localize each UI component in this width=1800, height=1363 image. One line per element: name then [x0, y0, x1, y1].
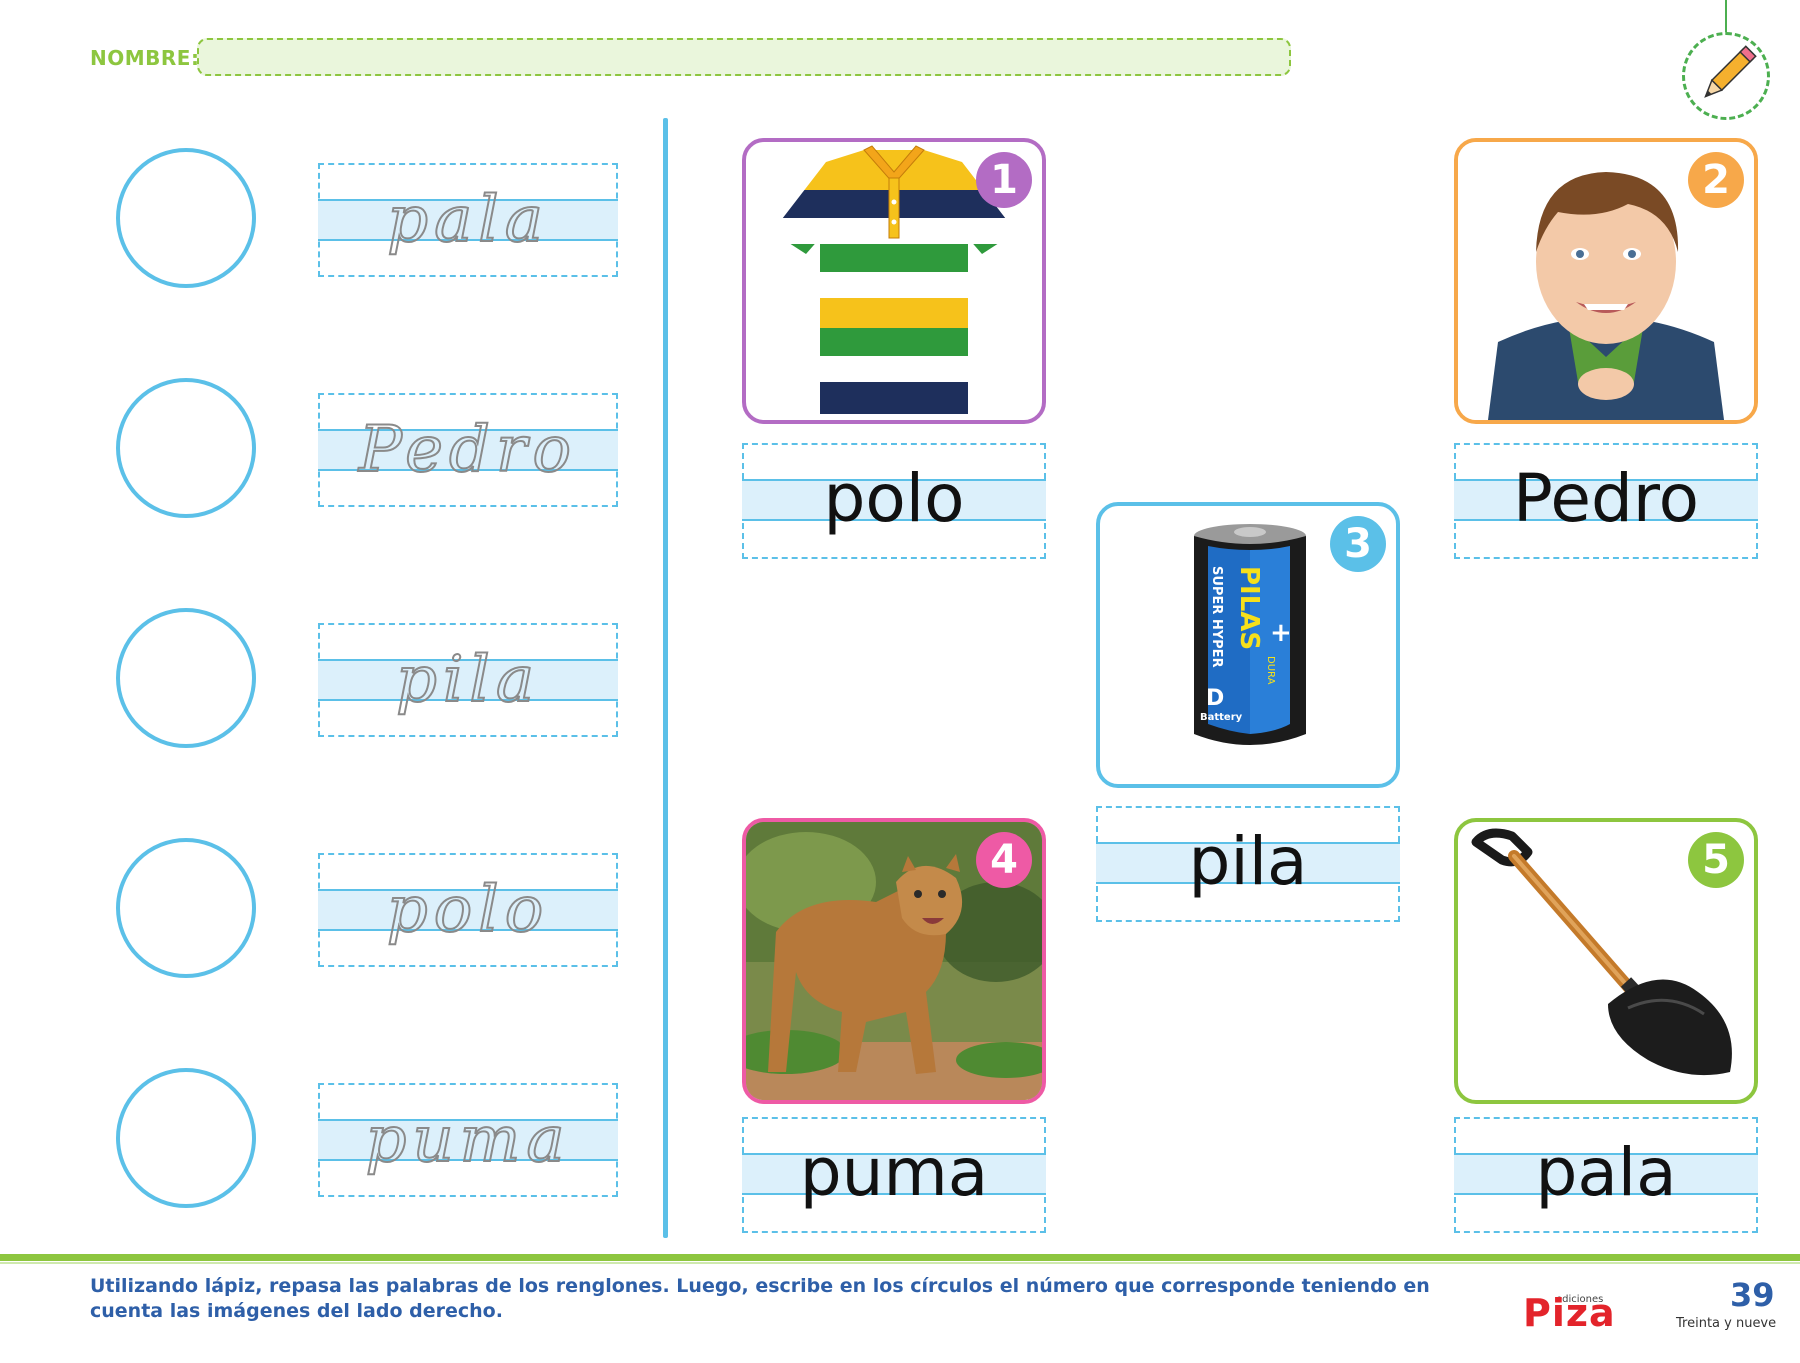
word-guide-band — [1096, 842, 1400, 884]
trace-guide-band — [318, 1119, 618, 1161]
word-line-pila: pila — [1096, 806, 1400, 922]
card-pedro: 2 — [1454, 138, 1758, 424]
trace-line-3[interactable]: pila — [318, 623, 618, 737]
trace-line-5[interactable]: puma — [318, 1083, 618, 1197]
card-pila: PILAS SUPER HYPER + DURA D Battery 3 — [1096, 502, 1400, 788]
name-field[interactable] — [197, 38, 1291, 76]
battery-line: SUPER HYPER — [1209, 566, 1224, 668]
trace-word: polo — [386, 872, 550, 948]
battery-type: Battery — [1200, 712, 1243, 723]
word-guide-band — [742, 479, 1046, 521]
trace-guide-band — [318, 889, 618, 931]
answer-circle-1[interactable] — [116, 148, 256, 288]
card-polo: 1 — [742, 138, 1046, 424]
publisher-logo: Piza — [1523, 1291, 1616, 1335]
trace-word: pila — [395, 642, 541, 718]
word-line-pala: pala — [1454, 1117, 1758, 1233]
trace-line-1[interactable]: pala — [318, 163, 618, 277]
answer-circle-2[interactable] — [116, 378, 256, 518]
battery-plus: + — [1270, 618, 1292, 648]
trace-word: puma — [364, 1102, 571, 1178]
battery-brand: PILAS — [1234, 566, 1264, 651]
answer-circle-5[interactable] — [116, 1068, 256, 1208]
trace-guide-band — [318, 429, 618, 471]
page-number: 39 — [1730, 1276, 1775, 1314]
card-word: pila — [1188, 823, 1308, 900]
shovel-image — [1471, 828, 1732, 1076]
word-line-pedro: Pedro — [1454, 443, 1758, 559]
instructions-text: Utilizando lápiz, repasa las palabras de… — [90, 1275, 1430, 1322]
word-guide-band — [1454, 1153, 1758, 1195]
card-pala: 5 — [1454, 818, 1758, 1104]
footer-rule — [0, 1254, 1800, 1261]
card-number-badge: 1 — [976, 152, 1032, 208]
trace-guide-band — [318, 199, 618, 241]
card-word: pala — [1535, 1134, 1677, 1211]
card-number-badge: 5 — [1688, 832, 1744, 888]
word-line-puma: puma — [742, 1117, 1046, 1233]
publisher-tagline: ediciones — [1556, 1294, 1604, 1305]
card-number-badge: 2 — [1688, 152, 1744, 208]
card-word: polo — [823, 460, 965, 537]
trace-guide-band — [318, 659, 618, 701]
polo-shirt-image — [772, 145, 1016, 414]
pencil-icon — [1704, 45, 1757, 98]
trace-line-4[interactable]: polo — [318, 853, 618, 967]
footer-rule-light — [0, 1262, 1800, 1264]
badge-string — [1725, 0, 1727, 34]
trace-line-2[interactable]: Pedro — [318, 393, 618, 507]
column-divider — [663, 118, 668, 1238]
pencil-badge — [1682, 32, 1770, 120]
battery-dura: DURA — [1265, 656, 1276, 685]
word-guide-band — [742, 1153, 1046, 1195]
card-number-badge: 3 — [1330, 516, 1386, 572]
battery-image — [1194, 524, 1306, 745]
answer-circle-3[interactable] — [116, 608, 256, 748]
answer-circle-4[interactable] — [116, 838, 256, 978]
card-word: Pedro — [1512, 460, 1699, 537]
trace-word: pala — [386, 182, 549, 258]
card-word: puma — [799, 1134, 989, 1211]
page-number-words: Treinta y nueve — [1676, 1316, 1777, 1331]
word-line-polo: polo — [742, 443, 1046, 559]
card-puma: 4 — [742, 818, 1046, 1104]
card-number-badge: 4 — [976, 832, 1032, 888]
battery-size: D — [1206, 686, 1225, 711]
battery-label: PILAS SUPER HYPER + DURA D Battery — [1100, 506, 1396, 784]
trace-word: Pedro — [358, 412, 578, 488]
word-guide-band — [1454, 479, 1758, 521]
name-label: NOMBRE: — [90, 46, 200, 70]
